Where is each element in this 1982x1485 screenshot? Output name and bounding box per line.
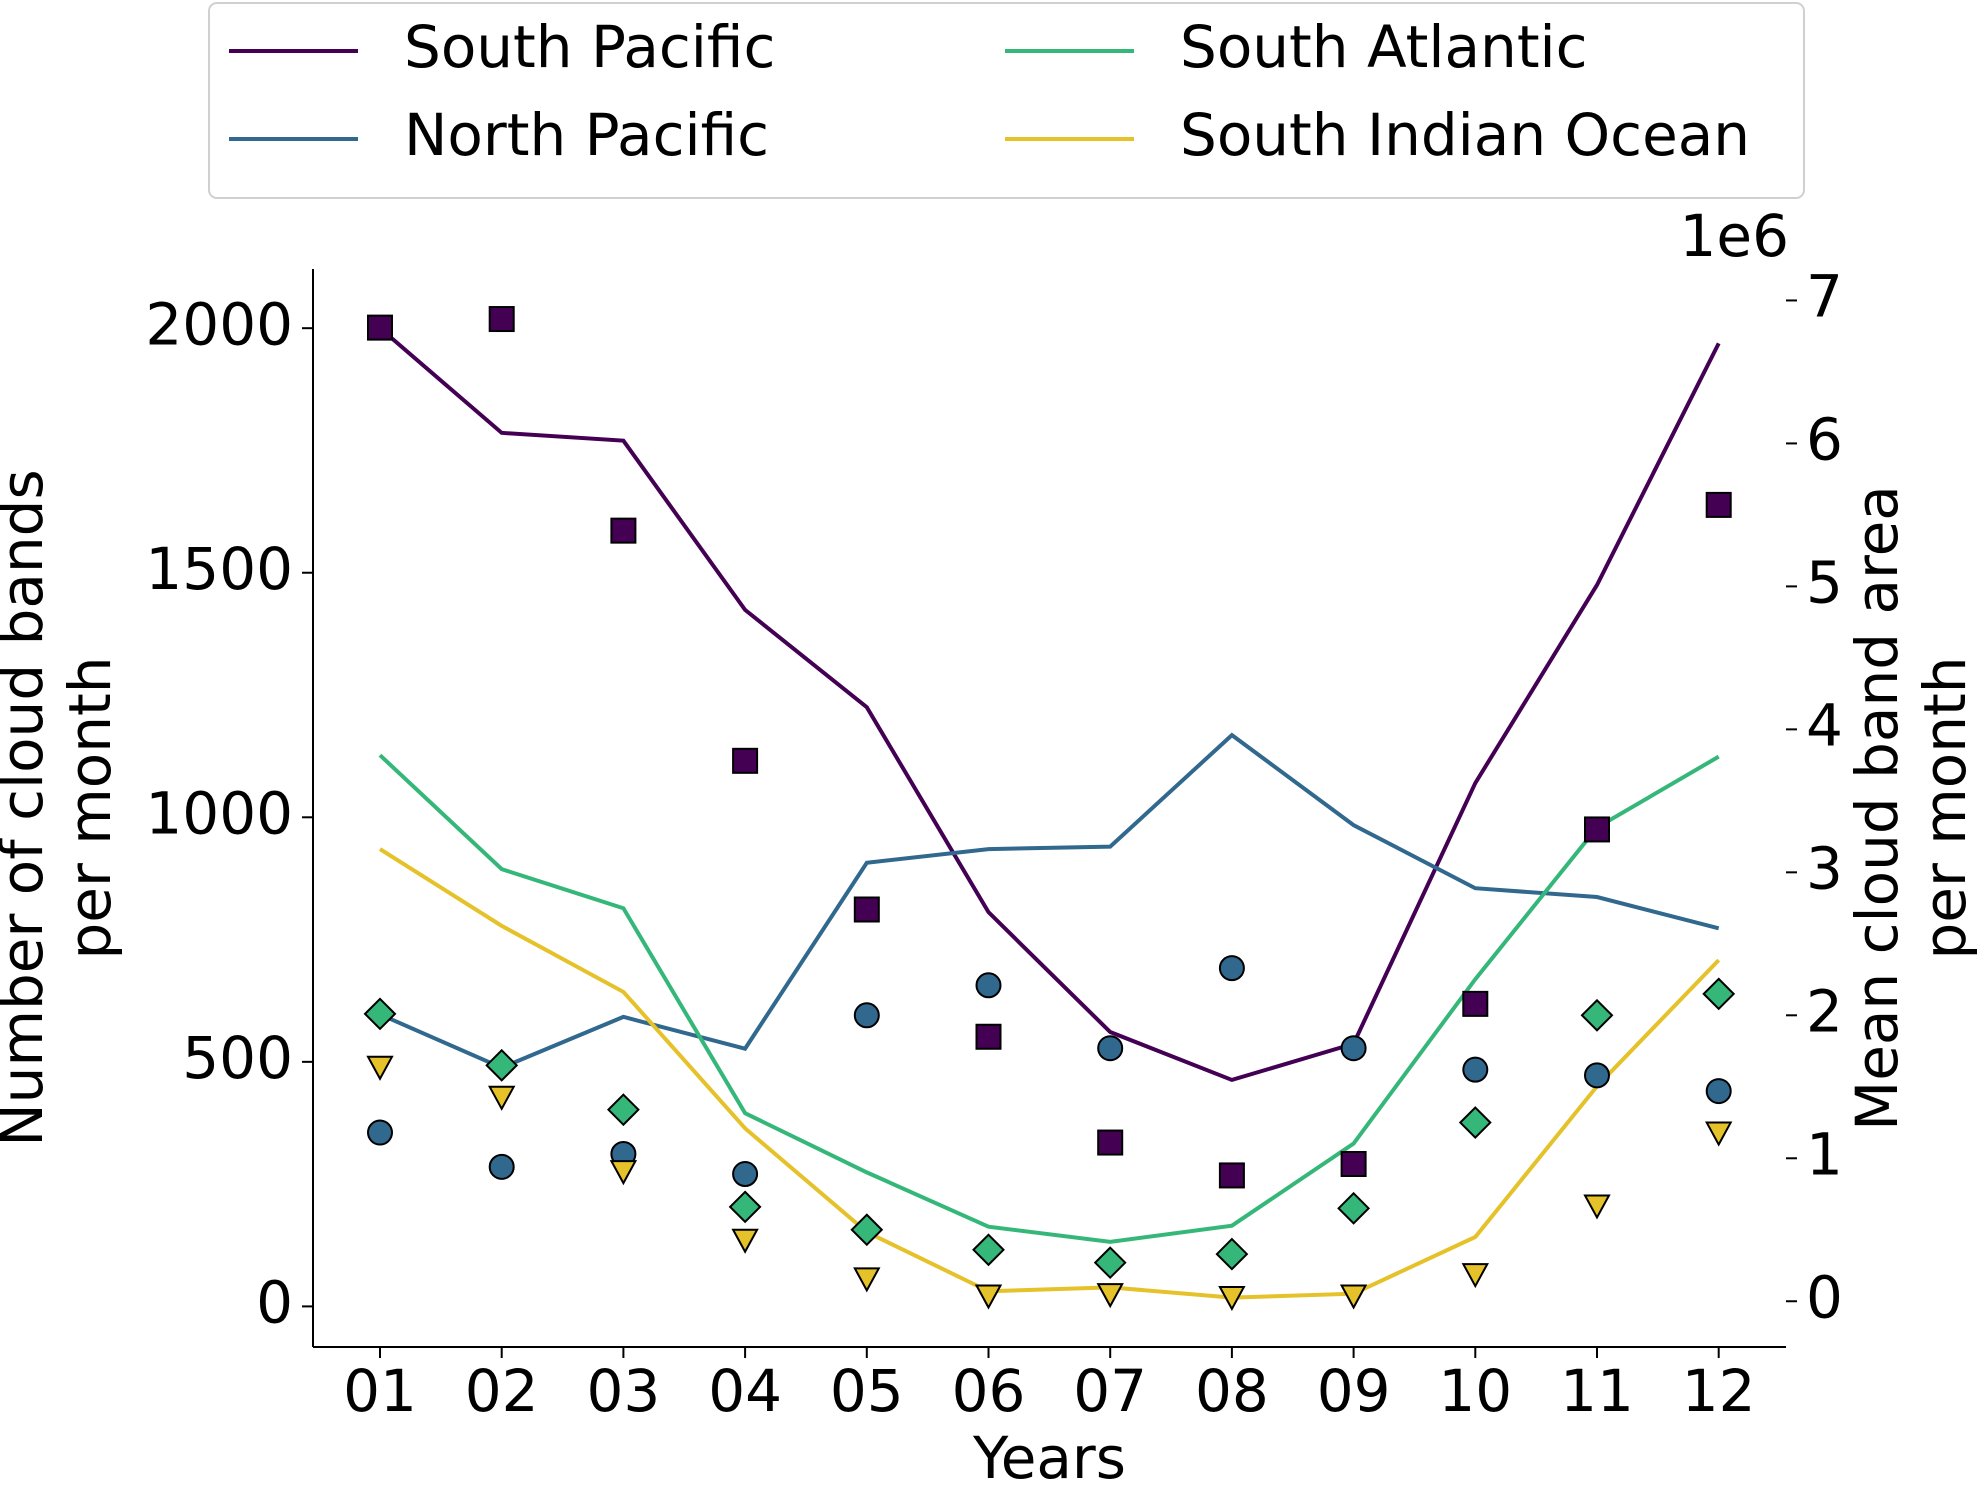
y2-tick-label: 6 bbox=[1806, 406, 1843, 474]
legend-label: South Indian Ocean bbox=[1180, 101, 1750, 169]
marker bbox=[850, 1213, 884, 1247]
marker bbox=[363, 997, 397, 1031]
marker bbox=[606, 1093, 640, 1127]
marker bbox=[1339, 1284, 1368, 1310]
marker bbox=[1705, 1121, 1733, 1147]
marker bbox=[1337, 1191, 1371, 1225]
y2-tick-label: 3 bbox=[1806, 834, 1843, 902]
marker bbox=[1705, 1078, 1732, 1105]
y2-axis-label: Mean cloud band area per month bbox=[1843, 485, 1979, 1131]
marker bbox=[1462, 990, 1489, 1017]
marker bbox=[367, 314, 393, 341]
series-line bbox=[378, 753, 1720, 1244]
x-tick-label: 10 bbox=[1438, 1357, 1512, 1425]
y2-axis-label-line: Mean cloud band area bbox=[1843, 485, 1911, 1131]
marker bbox=[975, 972, 1002, 999]
y2-tick-label: 1 bbox=[1806, 1120, 1843, 1188]
legend-label: North Pacific bbox=[404, 101, 769, 169]
marker bbox=[974, 1284, 1003, 1310]
marker bbox=[731, 1228, 759, 1254]
x-tick-label: 02 bbox=[465, 1357, 539, 1425]
marker bbox=[1340, 1150, 1367, 1177]
y-tick-label: 2000 bbox=[145, 290, 293, 358]
marker bbox=[1461, 1263, 1489, 1289]
marker bbox=[853, 1267, 881, 1293]
y-axis-label-line: per month bbox=[56, 656, 124, 959]
marker bbox=[1702, 977, 1736, 1011]
y2-tick-label: 2 bbox=[1806, 977, 1843, 1045]
marker bbox=[488, 1085, 516, 1111]
marker bbox=[1462, 1056, 1489, 1083]
y2-tick-label: 7 bbox=[1806, 263, 1843, 331]
marker bbox=[972, 1233, 1005, 1267]
marker bbox=[975, 1023, 1002, 1050]
marker bbox=[609, 1160, 638, 1186]
x-tick-label: 07 bbox=[1073, 1357, 1147, 1425]
marker bbox=[853, 896, 880, 923]
x-tick-label: 05 bbox=[830, 1357, 904, 1425]
y2-tick-label: 0 bbox=[1806, 1263, 1843, 1331]
y-tick-label: 500 bbox=[182, 1024, 293, 1092]
y2-axis-label-line: per month bbox=[1911, 656, 1979, 959]
marker bbox=[1458, 1106, 1492, 1139]
x-tick-label: 08 bbox=[1195, 1357, 1269, 1425]
series-line bbox=[379, 732, 1720, 1070]
y-tick-label: 0 bbox=[256, 1269, 293, 1337]
marker bbox=[732, 747, 759, 774]
y-tick-label: 1500 bbox=[145, 535, 293, 603]
marker bbox=[488, 306, 515, 333]
x-tick-label: 06 bbox=[952, 1357, 1026, 1425]
marker bbox=[1584, 1062, 1610, 1089]
marker bbox=[1583, 1194, 1611, 1220]
marker bbox=[732, 1161, 759, 1188]
legend-label: South Atlantic bbox=[1180, 13, 1588, 81]
x-tick-label: 11 bbox=[1560, 1357, 1634, 1425]
marker bbox=[1340, 1035, 1367, 1062]
marker bbox=[1584, 816, 1610, 843]
marker bbox=[610, 517, 637, 544]
marker bbox=[367, 1119, 393, 1146]
marker bbox=[728, 1190, 762, 1224]
marker bbox=[1218, 955, 1245, 982]
x-tick-label: 09 bbox=[1317, 1357, 1391, 1425]
y2-tick-label: 5 bbox=[1806, 549, 1843, 617]
marker bbox=[366, 1055, 394, 1081]
series-line bbox=[378, 847, 1721, 1300]
y2-tick-label: 4 bbox=[1806, 691, 1843, 759]
series-line bbox=[378, 326, 1721, 1083]
x-tick-label: 04 bbox=[708, 1357, 782, 1425]
x-tick-label: 01 bbox=[343, 1357, 417, 1425]
marker bbox=[1093, 1246, 1127, 1280]
marker bbox=[485, 1048, 519, 1082]
legend-label: South Pacific bbox=[404, 13, 775, 81]
marker bbox=[1215, 1237, 1249, 1271]
marker bbox=[1097, 1129, 1124, 1156]
marker bbox=[1218, 1162, 1245, 1189]
legend-box bbox=[208, 2, 1805, 199]
marker bbox=[1580, 998, 1614, 1032]
x-tick-label: 12 bbox=[1682, 1357, 1756, 1425]
y2-offset-label: 1e6 bbox=[1680, 202, 1790, 270]
marker bbox=[1096, 1283, 1124, 1309]
marker bbox=[488, 1153, 515, 1180]
marker bbox=[1705, 491, 1732, 518]
marker bbox=[1097, 1035, 1124, 1062]
marker bbox=[1218, 1285, 1246, 1312]
x-axis-label: Years bbox=[972, 1424, 1126, 1485]
marker bbox=[853, 1002, 880, 1029]
y-axis-label-line: Number of cloud bands bbox=[0, 469, 56, 1146]
y-tick-label: 1000 bbox=[145, 779, 293, 847]
x-tick-label: 03 bbox=[586, 1357, 660, 1425]
